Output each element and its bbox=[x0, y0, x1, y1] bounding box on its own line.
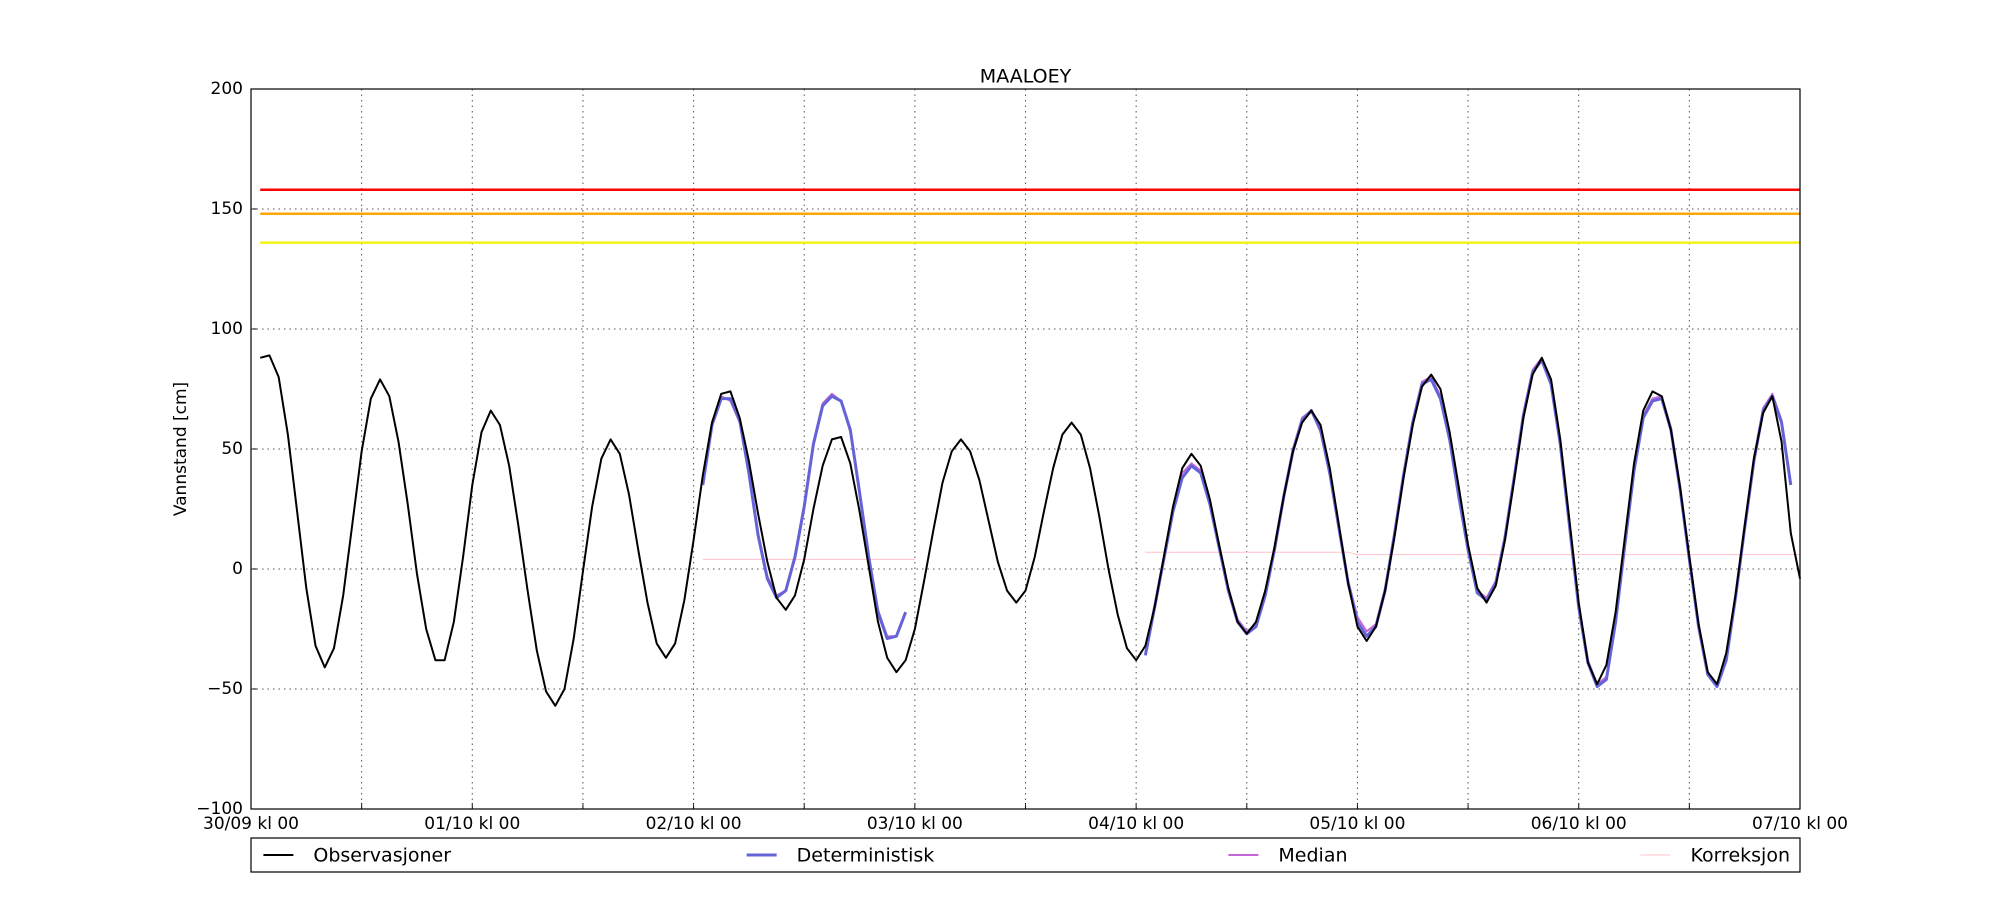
x-tick-label: 05/10 kl 00 bbox=[1309, 814, 1405, 834]
y-tick-label: −100 bbox=[196, 799, 243, 819]
y-tick-label: 150 bbox=[211, 199, 243, 219]
legend-label: Deterministisk bbox=[797, 845, 935, 867]
plot-frame bbox=[250, 88, 1801, 810]
x-tick-label: 30/09 kl 00 bbox=[203, 814, 299, 834]
x-tick-label: 07/10 kl 00 bbox=[1752, 814, 1848, 834]
y-tick-label: 200 bbox=[211, 79, 243, 99]
y-tick-label: 0 bbox=[232, 559, 243, 579]
y-tick-label: 100 bbox=[211, 319, 243, 339]
chart-title: MAALOEY bbox=[980, 66, 1072, 88]
x-tick-label: 04/10 kl 00 bbox=[1088, 814, 1184, 834]
series-line bbox=[259, 354, 1801, 707]
legend-label: Median bbox=[1278, 845, 1347, 867]
legend-label: Korreksjon bbox=[1690, 845, 1790, 867]
y-tick-label: 50 bbox=[221, 439, 243, 459]
x-tick-label: 06/10 kl 00 bbox=[1531, 814, 1627, 834]
x-tick-label: 03/10 kl 00 bbox=[867, 814, 963, 834]
legend-box bbox=[250, 837, 1801, 873]
x-tick-label: 01/10 kl 00 bbox=[424, 814, 520, 834]
y-tick-label: −50 bbox=[207, 679, 243, 699]
legend-label: Observasjoner bbox=[313, 845, 451, 867]
y-axis-label: Vannstand [cm] bbox=[171, 382, 191, 516]
x-tick-label: 02/10 kl 00 bbox=[646, 814, 742, 834]
series-line bbox=[702, 551, 1800, 560]
